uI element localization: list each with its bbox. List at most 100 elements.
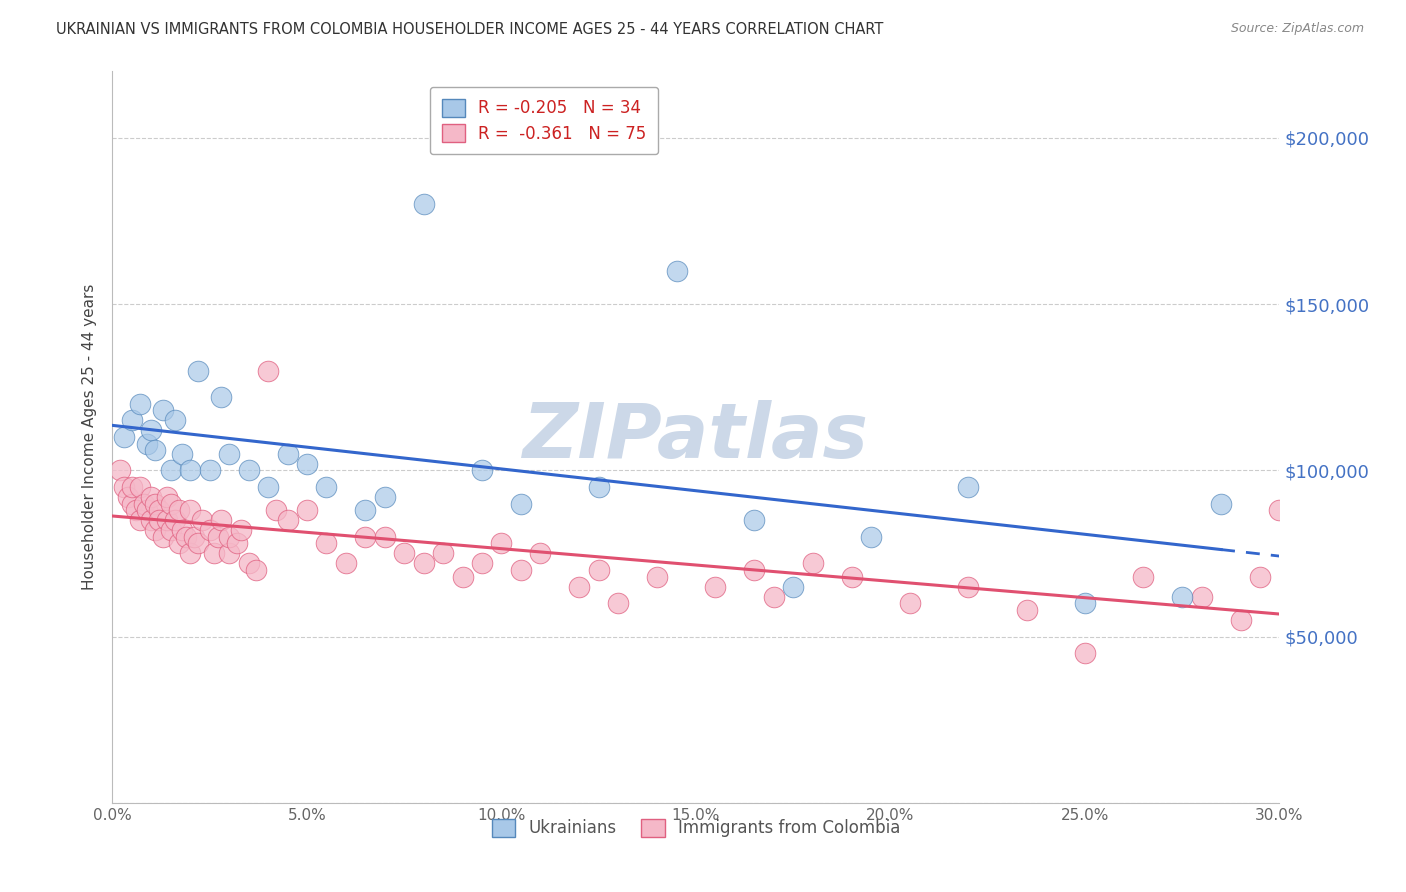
Point [898, 596, 921, 610]
Point [432, 546, 454, 560]
Point [112, 480, 135, 494]
Point [172, 523, 194, 537]
Point [257, 480, 280, 494]
Point [218, 530, 240, 544]
Point [354, 530, 377, 544]
Point [179, 546, 201, 560]
Point [374, 490, 396, 504]
Point [191, 513, 214, 527]
Point [148, 503, 170, 517]
Point [141, 513, 163, 527]
Point [245, 563, 267, 577]
Point [704, 580, 727, 594]
Point [143, 497, 166, 511]
Point [160, 497, 183, 511]
Point [315, 536, 337, 550]
Point [1171, 590, 1194, 604]
Point [160, 523, 183, 537]
Point [202, 546, 225, 560]
Legend: Ukrainians, Immigrants from Colombia: Ukrainians, Immigrants from Colombia [484, 810, 908, 846]
Point [125, 503, 148, 517]
Point [276, 513, 298, 527]
Point [238, 557, 260, 571]
Point [588, 480, 610, 494]
Point [354, 503, 377, 517]
Point [183, 530, 205, 544]
Point [143, 443, 166, 458]
Point [229, 523, 252, 537]
Point [1209, 497, 1232, 511]
Point [762, 590, 785, 604]
Point [143, 523, 166, 537]
Point [179, 463, 201, 477]
Point [198, 463, 221, 477]
Point [1074, 646, 1097, 660]
Point [163, 513, 186, 527]
Point [117, 490, 139, 504]
Point [136, 503, 159, 517]
Point [374, 530, 396, 544]
Point [141, 490, 163, 504]
Point [148, 513, 170, 527]
Point [471, 557, 494, 571]
Point [128, 480, 150, 494]
Point [276, 447, 298, 461]
Point [207, 530, 229, 544]
Point [187, 363, 209, 377]
Point [412, 197, 434, 211]
Point [110, 463, 132, 477]
Point [1191, 590, 1213, 604]
Point [529, 546, 551, 560]
Point [167, 503, 190, 517]
Point [315, 480, 337, 494]
Point [172, 447, 194, 461]
Point [112, 430, 135, 444]
Point [121, 497, 143, 511]
Point [179, 503, 201, 517]
Point [121, 413, 143, 427]
Point [957, 480, 980, 494]
Point [187, 536, 209, 550]
Point [152, 530, 174, 544]
Point [209, 513, 232, 527]
Point [742, 513, 765, 527]
Point [209, 390, 232, 404]
Point [128, 513, 150, 527]
Point [412, 557, 434, 571]
Point [1074, 596, 1097, 610]
Point [218, 447, 240, 461]
Point [176, 530, 198, 544]
Point [471, 463, 494, 477]
Point [198, 523, 221, 537]
Point [295, 457, 318, 471]
Point [156, 513, 179, 527]
Point [509, 497, 531, 511]
Point [1132, 570, 1154, 584]
Point [167, 536, 190, 550]
Point [1249, 570, 1271, 584]
Point [264, 503, 287, 517]
Point [257, 363, 280, 377]
Point [742, 563, 765, 577]
Point [451, 570, 474, 584]
Point [156, 490, 179, 504]
Point [1229, 613, 1251, 627]
Point [335, 557, 357, 571]
Point [801, 557, 824, 571]
Text: Source: ZipAtlas.com: Source: ZipAtlas.com [1230, 22, 1364, 36]
Point [491, 536, 513, 550]
Point [645, 570, 668, 584]
Point [509, 563, 531, 577]
Text: UKRAINIAN VS IMMIGRANTS FROM COLOMBIA HOUSEHOLDER INCOME AGES 25 - 44 YEARS CORR: UKRAINIAN VS IMMIGRANTS FROM COLOMBIA HO… [56, 22, 883, 37]
Point [841, 570, 863, 584]
Y-axis label: Householder Income Ages 25 - 44 years: Householder Income Ages 25 - 44 years [82, 284, 97, 591]
Point [160, 463, 183, 477]
Point [859, 530, 883, 544]
Text: ZIPatlas: ZIPatlas [523, 401, 869, 474]
Point [121, 480, 143, 494]
Point [226, 536, 249, 550]
Point [132, 497, 155, 511]
Point [136, 436, 159, 450]
Point [782, 580, 804, 594]
Point [1015, 603, 1038, 617]
